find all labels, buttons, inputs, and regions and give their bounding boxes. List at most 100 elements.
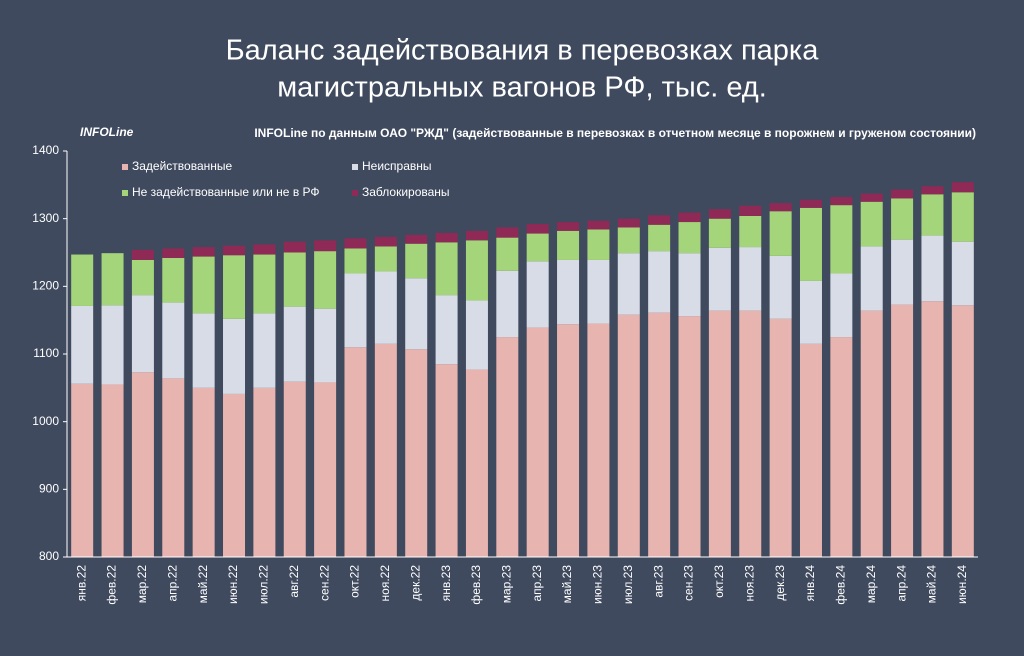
- bar-segment: [678, 253, 701, 317]
- bar-segment: [374, 246, 397, 272]
- bar-segment: [131, 295, 154, 373]
- bar-segment: [374, 343, 397, 557]
- bar-segment: [283, 306, 306, 382]
- x-tick-label: мар.23: [499, 565, 513, 604]
- bar-segment: [648, 215, 671, 225]
- bar-segment: [162, 378, 185, 557]
- bar-segment: [648, 224, 671, 252]
- bar-segment: [405, 243, 428, 279]
- bar-segment: [587, 229, 610, 260]
- bar-segment: [344, 238, 367, 249]
- bar-segment: [617, 314, 640, 557]
- chart-title: Баланс задействования в перевозках парка: [226, 35, 820, 67]
- bar-segment: [162, 302, 185, 379]
- y-tick-label: 1000: [32, 414, 59, 428]
- bar-segment: [526, 261, 549, 328]
- legend-swatch: [122, 164, 128, 170]
- x-tick-label: июл.23: [621, 565, 635, 604]
- bar-segment: [860, 201, 883, 247]
- bar-segment: [131, 259, 154, 296]
- bar-segment: [162, 257, 185, 303]
- bar-segment: [526, 327, 549, 557]
- bar-segment: [283, 381, 306, 557]
- legend-swatch: [122, 190, 128, 196]
- bar-segment: [860, 246, 883, 311]
- bar-segment: [465, 230, 488, 241]
- bar-segment: [71, 305, 94, 384]
- bar-segment: [405, 234, 428, 244]
- bar-segment: [769, 203, 792, 212]
- bar-segment: [253, 387, 276, 557]
- bar-segment: [891, 189, 914, 199]
- bar-segment: [891, 239, 914, 305]
- x-tick-label: дек.22: [408, 565, 422, 601]
- bar-segment: [739, 310, 762, 557]
- bar-segment: [344, 347, 367, 557]
- x-tick-label: янв.24: [803, 565, 817, 602]
- bar-segment: [253, 244, 276, 255]
- bar-segment: [283, 241, 306, 253]
- bar-segment: [223, 393, 246, 557]
- bar-segment: [374, 236, 397, 247]
- bar-segment: [223, 318, 246, 394]
- x-tick-label: май.23: [560, 565, 574, 604]
- bar-segment: [314, 240, 337, 252]
- bar-segment: [648, 312, 671, 557]
- bar-segment: [496, 270, 519, 338]
- bar-segment: [131, 249, 154, 260]
- bar-segment: [131, 372, 154, 557]
- bar-segment: [435, 232, 458, 243]
- bar-segment: [192, 387, 215, 557]
- bar-segment: [405, 349, 428, 557]
- bar-segment: [192, 313, 215, 388]
- legend-swatch: [352, 190, 358, 196]
- bar-segment: [435, 295, 458, 365]
- bar-segment: [708, 310, 731, 557]
- legend-label: Неисправны: [362, 159, 432, 173]
- bar-segment: [921, 194, 944, 236]
- bar-segment: [557, 222, 580, 231]
- bar-segment: [830, 273, 853, 338]
- bar-segment: [223, 245, 246, 256]
- bar-segment: [921, 186, 944, 195]
- x-tick-label: сен.22: [317, 565, 331, 601]
- bar-segment: [587, 220, 610, 230]
- bar-segment: [799, 280, 822, 344]
- bar-segment: [283, 252, 306, 307]
- legend-label: Не задействованные или не в РФ: [132, 185, 320, 199]
- x-tick-label: янв.23: [439, 565, 453, 602]
- bar-segment: [708, 209, 731, 219]
- bar-segment: [951, 305, 974, 557]
- x-tick-label: июн.23: [591, 565, 605, 604]
- bar-segment: [71, 383, 94, 557]
- bar-segment: [951, 192, 974, 242]
- x-tick-label: окт.23: [712, 565, 726, 598]
- bar-segment: [799, 343, 822, 557]
- bar-segment: [465, 240, 488, 301]
- x-tick-label: фев.23: [469, 565, 483, 605]
- x-tick-label: июл.22: [257, 565, 271, 604]
- x-tick-label: авг.22: [287, 565, 301, 598]
- bar-segment: [223, 255, 246, 319]
- bar-segment: [192, 247, 215, 257]
- bar-segment: [739, 205, 762, 216]
- x-tick-label: фев.24: [834, 565, 848, 605]
- bar-segment: [921, 301, 944, 557]
- bar-segment: [557, 230, 580, 260]
- bar-segment: [314, 382, 337, 557]
- x-tick-label: апр.22: [165, 565, 179, 602]
- bar-segment: [769, 318, 792, 557]
- bar-segment: [830, 197, 853, 206]
- x-tick-label: ноя.22: [378, 565, 392, 602]
- bar-segment: [162, 248, 185, 258]
- x-tick-label: ноя.23: [742, 565, 756, 602]
- bar-segment: [101, 305, 124, 385]
- legend-swatch: [352, 164, 358, 170]
- bar-segment: [617, 227, 640, 254]
- y-tick-label: 1300: [32, 211, 59, 225]
- bar-segment: [617, 218, 640, 228]
- bar-segment: [769, 255, 792, 319]
- bar-segment: [951, 241, 974, 306]
- bar-segment: [708, 247, 731, 311]
- legend-label: Задействованные: [132, 159, 233, 173]
